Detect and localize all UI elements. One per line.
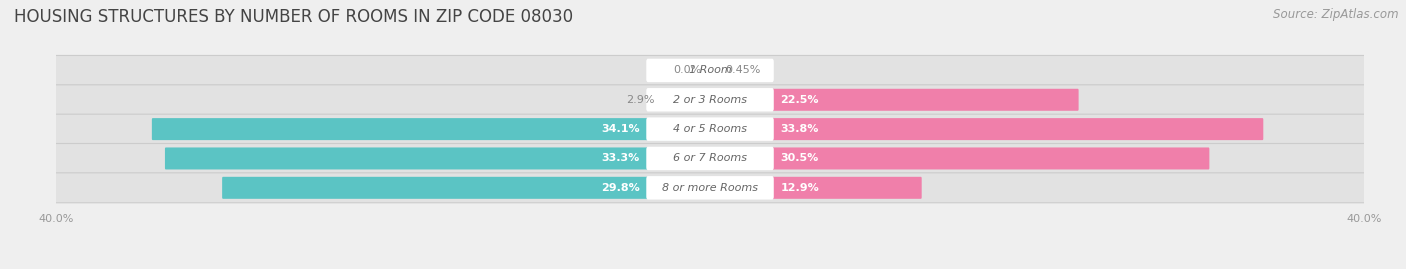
- FancyBboxPatch shape: [53, 114, 1367, 144]
- Text: 34.1%: 34.1%: [602, 124, 640, 134]
- Text: 8 or more Rooms: 8 or more Rooms: [662, 183, 758, 193]
- Text: HOUSING STRUCTURES BY NUMBER OF ROOMS IN ZIP CODE 08030: HOUSING STRUCTURES BY NUMBER OF ROOMS IN…: [14, 8, 574, 26]
- FancyBboxPatch shape: [53, 55, 1367, 85]
- Text: 6 or 7 Rooms: 6 or 7 Rooms: [673, 154, 747, 164]
- Text: 0.0%: 0.0%: [673, 65, 702, 75]
- FancyBboxPatch shape: [53, 85, 1367, 115]
- Text: Source: ZipAtlas.com: Source: ZipAtlas.com: [1274, 8, 1399, 21]
- FancyBboxPatch shape: [647, 88, 773, 112]
- Text: 22.5%: 22.5%: [780, 95, 818, 105]
- FancyBboxPatch shape: [709, 177, 922, 199]
- FancyBboxPatch shape: [709, 118, 1264, 140]
- Legend: Owner-occupied, Renter-occupied: Owner-occupied, Renter-occupied: [583, 266, 837, 269]
- FancyBboxPatch shape: [53, 173, 1367, 203]
- FancyBboxPatch shape: [165, 147, 711, 169]
- FancyBboxPatch shape: [662, 89, 711, 111]
- Text: 1 Room: 1 Room: [689, 65, 731, 75]
- FancyBboxPatch shape: [222, 177, 711, 199]
- Text: 4 or 5 Rooms: 4 or 5 Rooms: [673, 124, 747, 134]
- Text: 33.3%: 33.3%: [602, 154, 640, 164]
- Text: 29.8%: 29.8%: [600, 183, 640, 193]
- FancyBboxPatch shape: [647, 176, 773, 200]
- Text: 12.9%: 12.9%: [780, 183, 820, 193]
- Text: 30.5%: 30.5%: [780, 154, 818, 164]
- Text: 33.8%: 33.8%: [780, 124, 818, 134]
- FancyBboxPatch shape: [647, 59, 773, 82]
- FancyBboxPatch shape: [53, 143, 1367, 174]
- FancyBboxPatch shape: [152, 118, 711, 140]
- FancyBboxPatch shape: [647, 147, 773, 170]
- FancyBboxPatch shape: [709, 147, 1209, 169]
- Text: 2.9%: 2.9%: [626, 95, 654, 105]
- FancyBboxPatch shape: [647, 117, 773, 141]
- Text: 0.45%: 0.45%: [725, 65, 761, 75]
- FancyBboxPatch shape: [709, 59, 718, 82]
- Text: 2 or 3 Rooms: 2 or 3 Rooms: [673, 95, 747, 105]
- FancyBboxPatch shape: [709, 89, 1078, 111]
